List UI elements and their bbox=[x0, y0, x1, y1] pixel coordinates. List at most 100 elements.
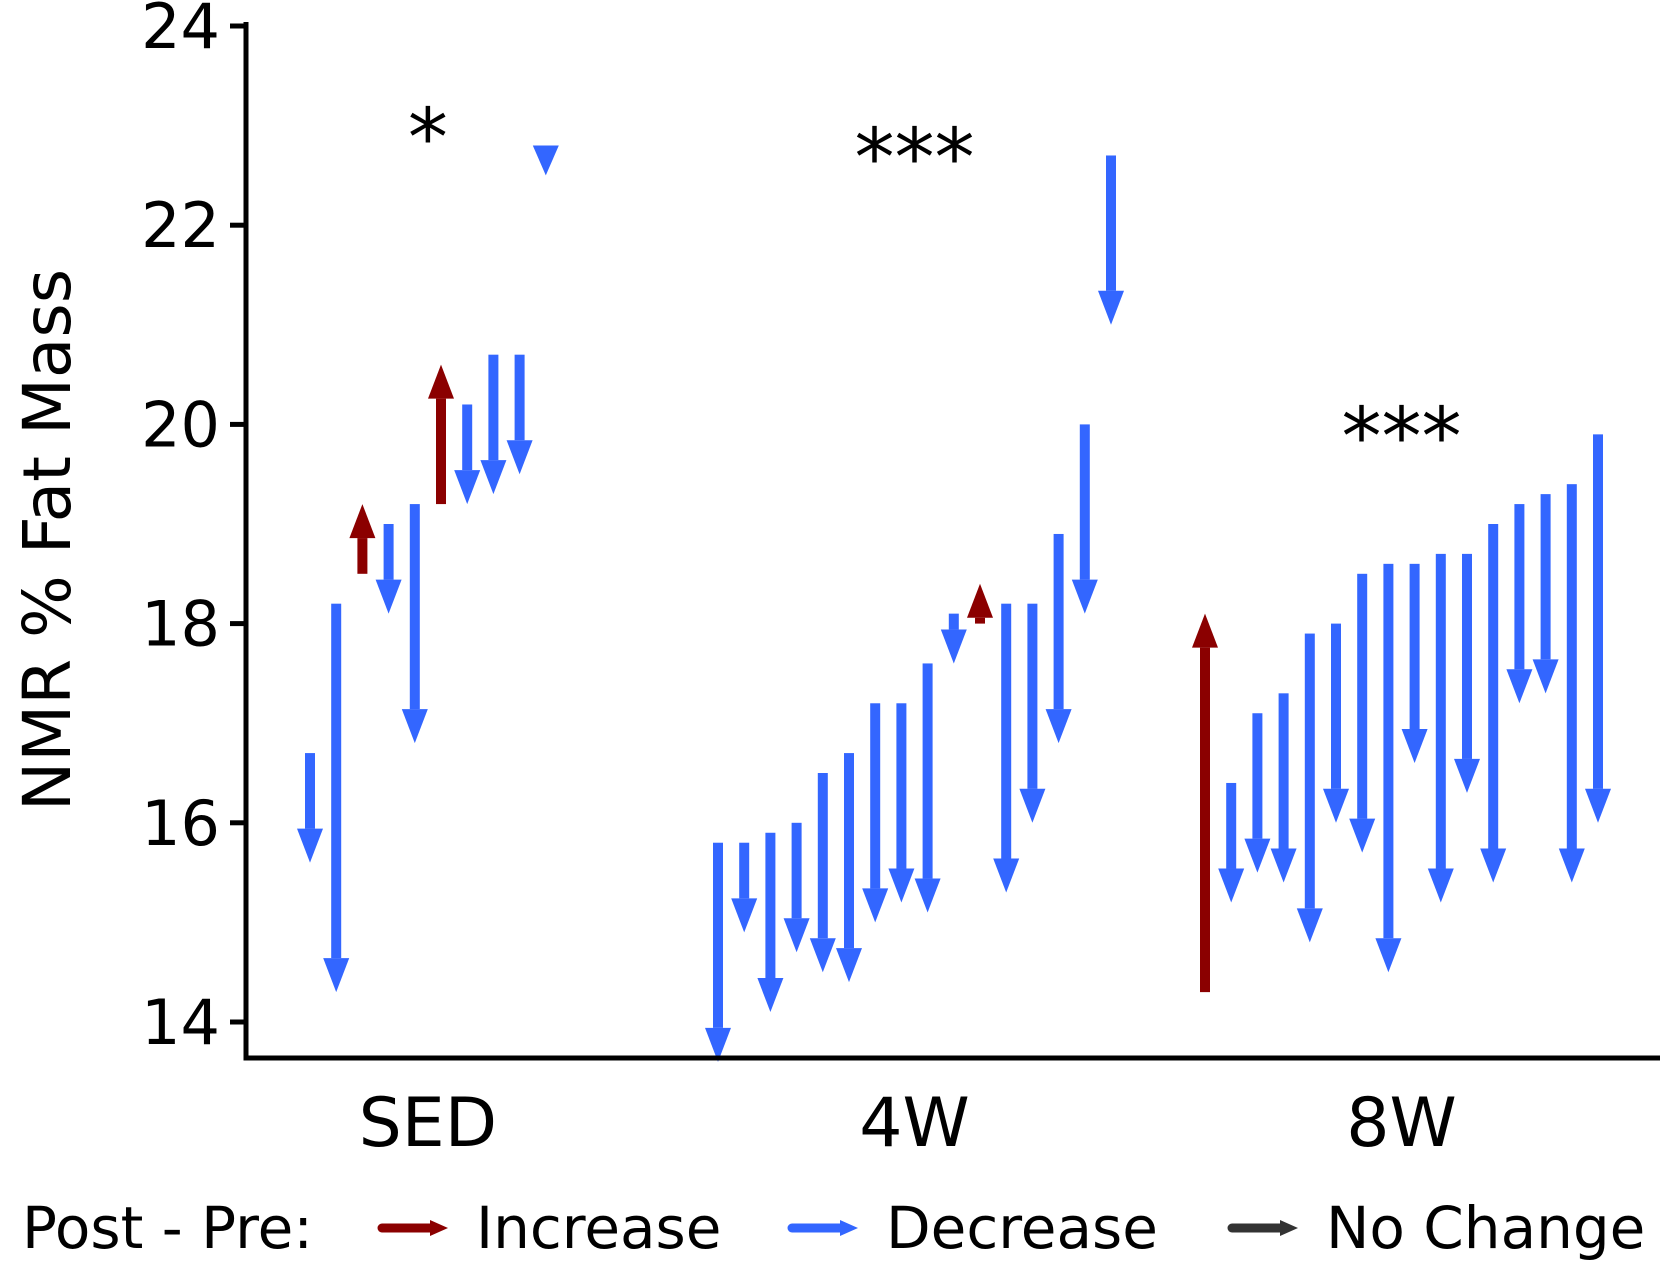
y-tick-label: 20 bbox=[141, 388, 220, 461]
y-ticks: 14 16 18 20 22 24 bbox=[141, 0, 246, 1059]
significance-marker: *** bbox=[855, 112, 975, 205]
arrow-increase bbox=[967, 583, 993, 624]
arrow-increase bbox=[428, 364, 454, 505]
arrow-decrease bbox=[1558, 484, 1585, 883]
arrow-shaft bbox=[870, 703, 881, 889]
arrow-shaft bbox=[1593, 434, 1603, 789]
significance-markers: * ****** bbox=[408, 92, 1462, 484]
arrow-head bbox=[428, 364, 454, 399]
arrow-shaft bbox=[1462, 553, 1472, 759]
arrow-head bbox=[480, 460, 507, 495]
arrow-decrease bbox=[1045, 533, 1072, 744]
arrow-decrease bbox=[1427, 553, 1454, 903]
arrow-shaft bbox=[1278, 693, 1289, 849]
arrow-shaft bbox=[1304, 633, 1315, 909]
arrow-shaft bbox=[1488, 524, 1499, 849]
arrow-head bbox=[914, 878, 941, 913]
legend-entry-no-change: No Change bbox=[1227, 1194, 1645, 1262]
arrow-decrease bbox=[1218, 782, 1245, 903]
arrow-head bbox=[1218, 868, 1245, 903]
arrow-head bbox=[1270, 848, 1297, 883]
y-tick-label: 16 bbox=[141, 787, 220, 860]
arrow-decrease bbox=[705, 842, 731, 1062]
arrow-head bbox=[1427, 868, 1454, 903]
group-sed bbox=[297, 145, 559, 993]
arrow-head bbox=[1244, 838, 1271, 873]
arrow-head bbox=[967, 583, 993, 618]
arrow-shaft bbox=[1200, 647, 1210, 993]
arrow-shaft bbox=[1566, 484, 1577, 849]
arrow-decrease bbox=[401, 504, 428, 744]
legend-label: Increase bbox=[476, 1194, 721, 1262]
arrow-decrease bbox=[1296, 633, 1323, 943]
x-tick-label-sed: SED bbox=[359, 1084, 498, 1163]
arrow-head bbox=[323, 958, 350, 993]
arrow-decrease bbox=[914, 663, 941, 913]
arrow-shaft bbox=[1331, 623, 1341, 789]
arrow-head bbox=[1045, 709, 1072, 744]
arrow-shaft bbox=[462, 404, 473, 471]
x-tick-label-4w: 4W bbox=[859, 1084, 970, 1163]
legend-entry-increase: Increase bbox=[377, 1194, 721, 1262]
arrow-shaft bbox=[1514, 504, 1525, 670]
arrow-decrease bbox=[888, 703, 915, 903]
arrow-decrease bbox=[1244, 713, 1271, 873]
arrow-decrease bbox=[532, 145, 559, 176]
arrow-shaft bbox=[1383, 563, 1394, 939]
arrow-shaft bbox=[791, 822, 802, 919]
arrow-head bbox=[836, 948, 862, 983]
legend-label: No Change bbox=[1326, 1194, 1645, 1262]
plot-area bbox=[297, 145, 1611, 1062]
arrow-head bbox=[454, 470, 481, 505]
arrow-shaft bbox=[1409, 563, 1420, 730]
arrow-head bbox=[705, 1027, 731, 1062]
legend-key-head bbox=[840, 1220, 858, 1236]
arrow-decrease bbox=[480, 354, 507, 495]
arrow-shaft bbox=[1252, 713, 1263, 839]
legend-title: Post - Pre: bbox=[22, 1194, 313, 1262]
arrow-increase bbox=[1192, 613, 1218, 993]
arrow-head bbox=[809, 938, 836, 973]
arrow-head bbox=[757, 978, 784, 1013]
arrow-head bbox=[401, 709, 428, 744]
arrow-head bbox=[1323, 788, 1349, 823]
arrow-head bbox=[940, 629, 967, 664]
y-tick-label: 24 bbox=[141, 0, 220, 63]
arrow-decrease bbox=[1532, 494, 1559, 694]
arrow-decrease bbox=[783, 822, 810, 953]
x-tick-label-8w: 8W bbox=[1346, 1084, 1457, 1163]
arrow-head bbox=[783, 918, 810, 953]
arrow-shaft bbox=[357, 538, 368, 574]
arrow-head bbox=[1071, 579, 1098, 614]
arrow-shaft bbox=[844, 753, 854, 949]
arrow-head bbox=[1506, 669, 1533, 704]
arrow-head bbox=[1296, 908, 1323, 943]
legend-label: Decrease bbox=[886, 1194, 1158, 1262]
arrow-shaft bbox=[817, 773, 828, 939]
significance-marker: * bbox=[408, 92, 448, 185]
arrow-shaft bbox=[383, 524, 394, 580]
arrow-shaft bbox=[975, 617, 985, 624]
arrow-shaft bbox=[713, 842, 723, 1028]
arrow-decrease bbox=[1506, 504, 1533, 704]
arrow-head bbox=[1585, 788, 1611, 823]
arrow-decrease bbox=[1401, 563, 1428, 764]
arrow-head bbox=[375, 579, 402, 614]
arrow-decrease bbox=[1375, 563, 1402, 973]
arrow-decrease bbox=[506, 354, 533, 475]
arrow-decrease bbox=[731, 842, 758, 933]
arrow-head bbox=[1480, 848, 1507, 883]
arrow-decrease bbox=[1454, 553, 1480, 793]
arrow-head bbox=[1532, 659, 1559, 694]
y-tick-label: 18 bbox=[141, 588, 220, 661]
y-axis-title: NMR % Fat Mass bbox=[9, 269, 86, 811]
arrow-shaft bbox=[514, 354, 525, 441]
arrow-decrease bbox=[375, 524, 402, 614]
legend-key-head bbox=[1280, 1220, 1298, 1236]
arrow-decrease bbox=[809, 773, 836, 973]
arrow-shaft bbox=[1053, 533, 1064, 710]
arrow-shaft bbox=[765, 832, 776, 979]
arrow-head bbox=[888, 868, 915, 903]
arrow-head bbox=[1375, 938, 1402, 973]
arrow-head bbox=[862, 888, 889, 923]
